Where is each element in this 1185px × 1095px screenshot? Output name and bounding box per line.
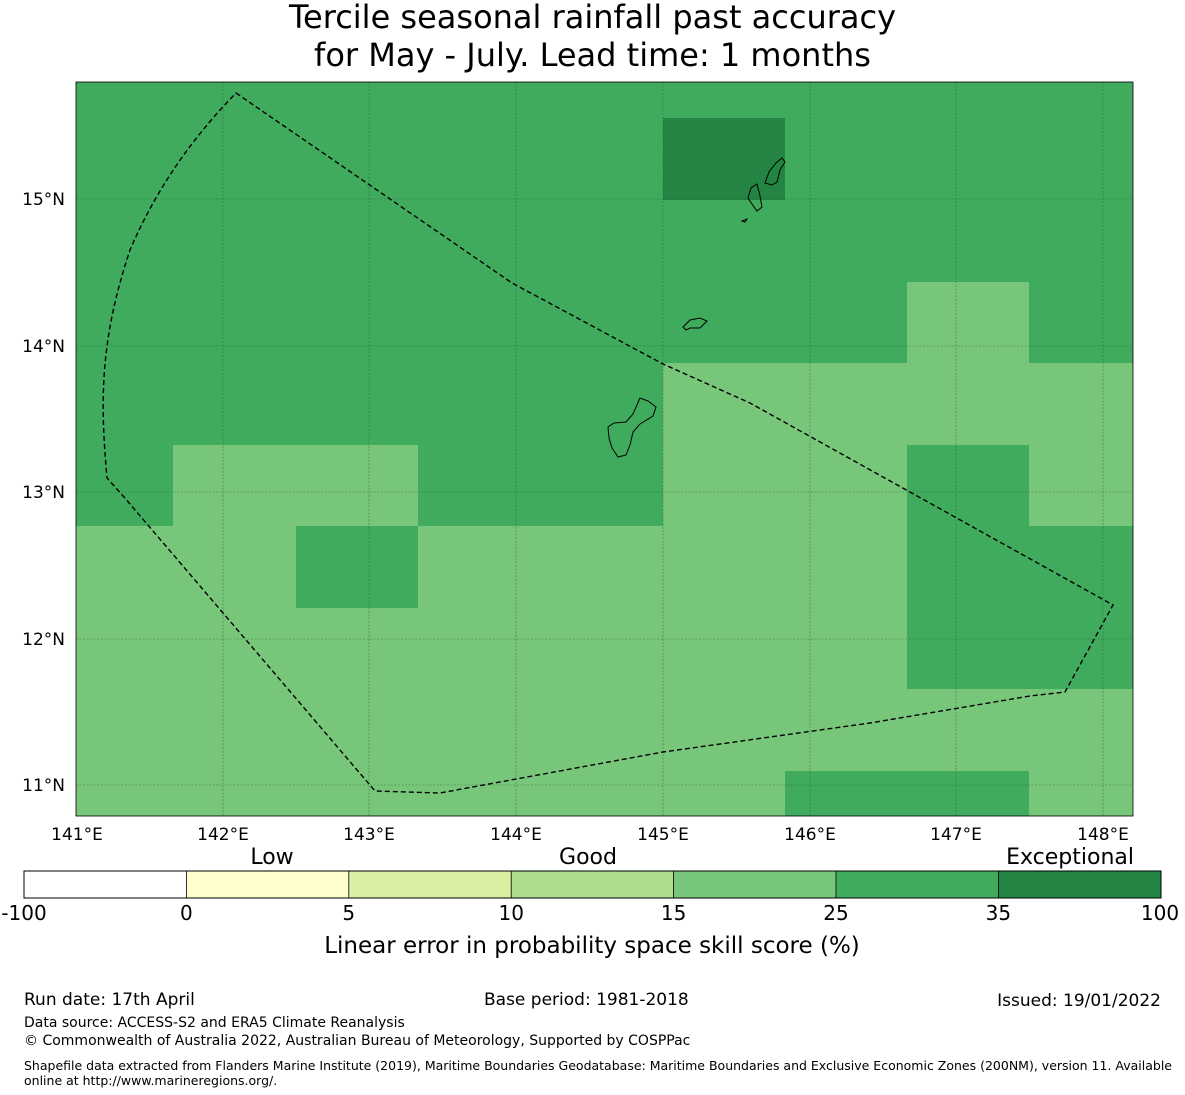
- colorbar-category-good: Good: [559, 845, 617, 870]
- base-period: Base period: 1981-2018: [484, 990, 689, 1010]
- lon-label: 145°E: [637, 825, 689, 845]
- colorbar-segment: [24, 871, 187, 898]
- map-figure: 15°N 14°N 13°N 12°N 11°N 141°E 142°E 143…: [1, 81, 1179, 959]
- islands: [607, 157, 786, 458]
- data-source: Data source: ACCESS-S2 and ERA5 Climate …: [24, 1015, 405, 1031]
- lat-label: 13°N: [22, 483, 65, 503]
- colorbar-tick-label: 5: [342, 901, 355, 925]
- copyright: © Commonwealth of Australia 2022, Austra…: [24, 1033, 691, 1049]
- map-gridlines: [76, 82, 1133, 816]
- colorbar-segment: [673, 871, 836, 898]
- colorbar-category-low: Low: [250, 845, 293, 870]
- island-rota: [682, 317, 708, 331]
- map-title-line-2: for May - July. Lead time: 1 months: [314, 36, 871, 74]
- colorbar-tick-label: -100: [1, 901, 46, 925]
- map-title-line-1: Tercile seasonal rainfall past accuracy: [288, 0, 897, 36]
- lon-label: 146°E: [784, 825, 836, 845]
- island-aguijan: [740, 217, 749, 223]
- colorbar-frame: [23, 870, 1162, 899]
- colorbar-tick-label: 35: [986, 901, 1011, 925]
- colorbar-title: Linear error in probability space skill …: [324, 933, 860, 959]
- issued-date: Issued: 19/01/2022: [997, 991, 1161, 1011]
- lon-label: 147°E: [930, 825, 982, 845]
- island-tinian: [747, 183, 763, 212]
- grid-cell-25-35: [296, 526, 418, 608]
- grid-cell-25-35: [785, 771, 1029, 816]
- run-date: Run date: 17th April: [24, 990, 195, 1010]
- colorbar-tick-label: 100: [1141, 901, 1179, 925]
- colorbar-tick-label: 15: [661, 901, 686, 925]
- colorbar-tick-label: 10: [498, 901, 523, 925]
- lon-label: 148°E: [1077, 825, 1129, 845]
- colorbar-segment: [511, 871, 674, 898]
- colorbar-ticks: -100 0 5 10 15 25 35 100: [1, 901, 1179, 925]
- colorbar-category-exceptional: Exceptional: [1006, 845, 1134, 870]
- lon-label: 141°E: [51, 825, 103, 845]
- colorbar-segment: [998, 871, 1161, 898]
- grid-cell-15-25: [76, 282, 1133, 816]
- colorbar-segment: [348, 871, 512, 898]
- lon-label: 144°E: [490, 825, 542, 845]
- grid-cell-25-35: [907, 445, 1133, 689]
- lat-label: 11°N: [22, 776, 65, 796]
- lat-label: 15°N: [22, 190, 65, 210]
- lat-label: 14°N: [22, 337, 65, 357]
- map-frame: [75, 81, 1134, 817]
- lon-label: 142°E: [197, 825, 249, 845]
- colorbar-tick-label: 0: [180, 901, 193, 925]
- island-saipan: [764, 157, 786, 186]
- colorbar-segment: [186, 871, 349, 898]
- eez-boundary: [102, 92, 1114, 794]
- colorbar: [23, 870, 1162, 899]
- longitude-labels: 141°E 142°E 143°E 144°E 145°E 146°E 147°…: [51, 825, 1129, 845]
- lon-label: 143°E: [343, 825, 395, 845]
- island-guam: [607, 397, 657, 458]
- shapefile-credit: Shapefile data extracted from Flanders M…: [24, 1058, 1172, 1088]
- latitude-labels: 15°N 14°N 13°N 12°N 11°N: [22, 190, 65, 796]
- skill-grid: [76, 82, 1133, 816]
- colorbar-segment: [836, 871, 999, 898]
- lat-label: 12°N: [22, 630, 65, 650]
- colorbar-tick-label: 25: [823, 901, 848, 925]
- grid-cell-35-100: [663, 118, 785, 200]
